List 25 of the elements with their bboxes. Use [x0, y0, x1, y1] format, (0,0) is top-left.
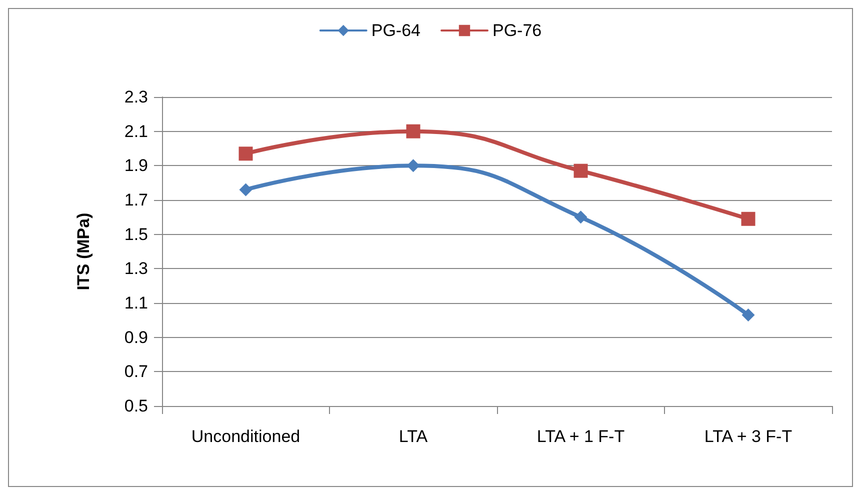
point — [406, 124, 420, 138]
point — [239, 183, 252, 196]
y-tick-label: 0.9 — [124, 328, 148, 347]
point — [238, 146, 253, 161]
x-tick-label: LTA + 1 F-T — [536, 427, 625, 446]
y-tick-label: 1.7 — [124, 190, 148, 210]
point — [741, 212, 756, 226]
y-tick-label: 2.3 — [124, 88, 148, 106]
y-tick-label: 1.5 — [124, 224, 148, 244]
point — [742, 308, 755, 322]
legend-label: PG-76 — [492, 21, 542, 40]
legend-label: PG-64 — [371, 21, 421, 40]
x-tick-label: LTA + 3 F-T — [704, 427, 792, 446]
point — [406, 159, 420, 172]
y-tick-label: 1.9 — [124, 156, 148, 176]
point — [574, 210, 588, 224]
y-tick-label: 0.5 — [124, 396, 148, 416]
x-tick-label: LTA — [398, 427, 428, 446]
y-tick-label: 1.1 — [124, 294, 148, 312]
y-tick-label: 2.1 — [124, 122, 148, 141]
y-tick-label: 1.3 — [124, 259, 148, 278]
y-tick-label: 0.7 — [124, 362, 148, 382]
point — [574, 164, 588, 178]
y-axis-title: ITS (MPa) — [74, 212, 93, 290]
x-tick-label: Unconditioned — [191, 427, 300, 446]
